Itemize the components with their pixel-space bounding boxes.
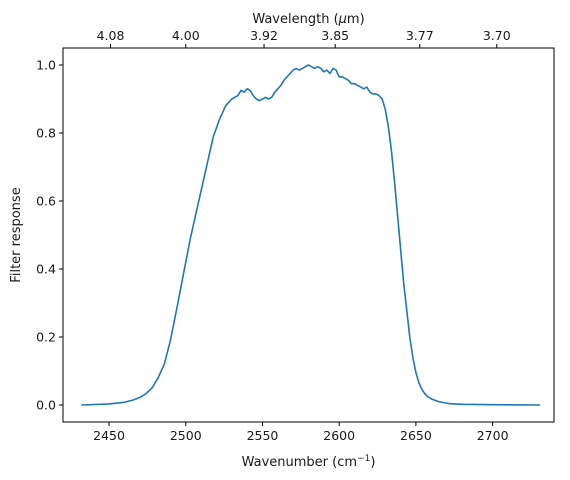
y-axis-label: Filter response (9, 187, 24, 282)
top-tick-label: 3.70 (483, 28, 511, 43)
top-tick-label: 4.08 (97, 28, 125, 43)
x-axis-label-exponent: −1 (357, 454, 370, 464)
top-tick-label: 3.77 (406, 28, 434, 43)
x-tick-label: 2550 (247, 428, 279, 443)
top-axis-label-mu: μ (338, 12, 347, 27)
y-tick-label: 0.2 (36, 330, 56, 345)
top-tick-label: 3.85 (321, 28, 349, 43)
top-tick-label: 3.92 (250, 28, 278, 43)
x-tick-label: 2650 (400, 428, 432, 443)
top-axis-label: Wavelength (μm) (252, 12, 364, 27)
y-tick-label: 0.8 (36, 126, 56, 141)
x-tick-label: 2450 (93, 428, 125, 443)
y-tick-label: 1.0 (36, 58, 56, 73)
top-tick-label: 4.00 (172, 28, 200, 43)
top-axis-label-text: Wavelength ( (252, 12, 338, 27)
top-axis-label-unit: m) (347, 12, 365, 27)
y-axis-ticks: 0.0 0.2 0.4 0.6 0.8 1.0 (36, 58, 63, 413)
plot-frame (62, 47, 555, 423)
x-tick-label: 2500 (170, 428, 202, 443)
x-axis-label-close: ) (370, 455, 375, 470)
y-tick-label: 0.4 (36, 262, 56, 277)
y-tick-label: 0.6 (36, 194, 56, 209)
top-axis-ticks: 4.08 4.00 3.92 3.85 3.77 3.70 (97, 28, 511, 48)
filter-response-line (81, 64, 541, 406)
y-tick-label: 0.0 (36, 398, 56, 413)
x-axis-label: Wavenumber (cm−1) (242, 454, 376, 470)
x-tick-label: 2700 (477, 428, 509, 443)
x-tick-label: 2600 (323, 428, 355, 443)
x-axis-label-text: Wavenumber (cm (242, 455, 357, 470)
x-axis-ticks: 2450 2500 2550 2600 2650 2700 (93, 422, 509, 443)
